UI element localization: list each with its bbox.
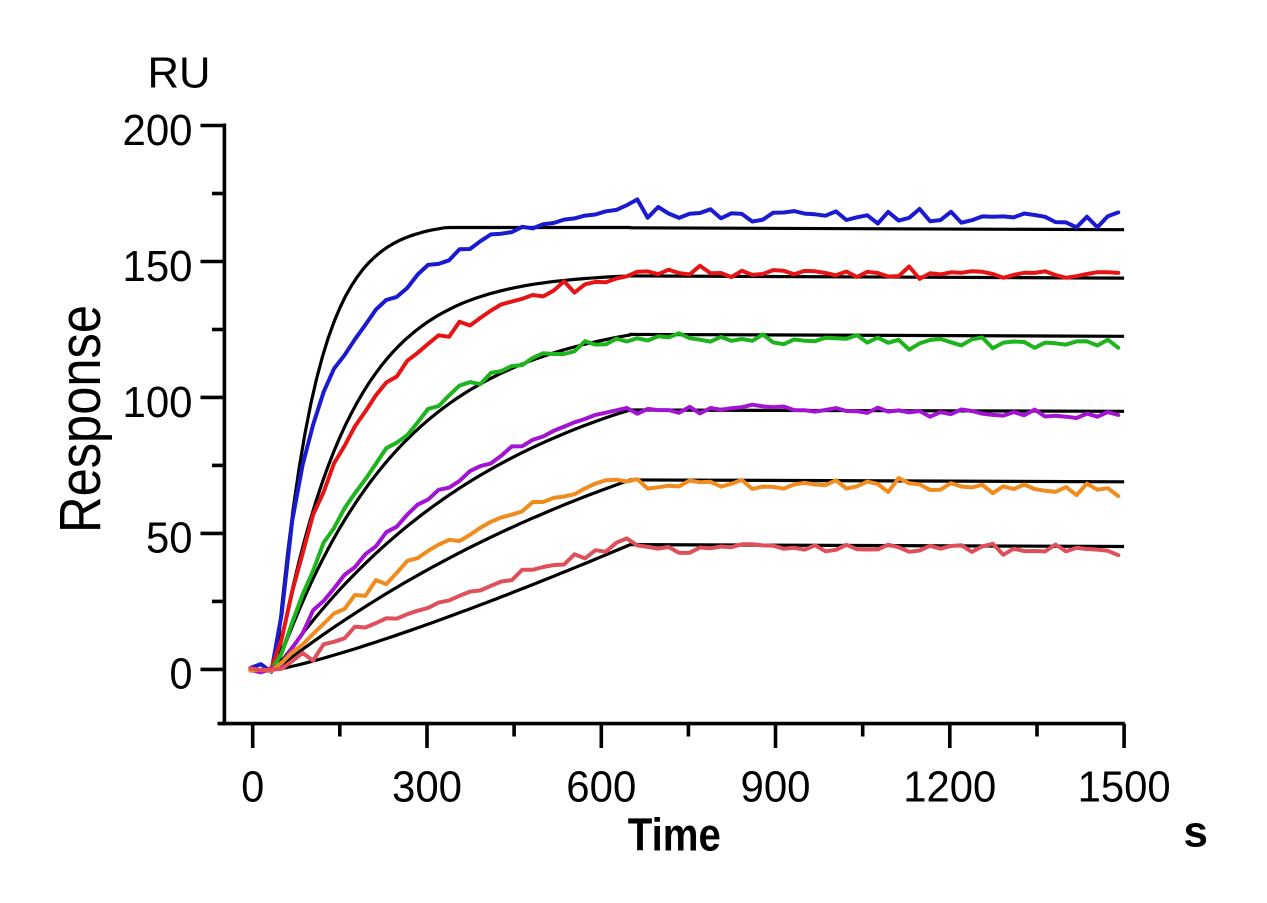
svg-text:Time: Time xyxy=(628,808,721,860)
svg-text:1200: 1200 xyxy=(903,762,996,811)
svg-text:0: 0 xyxy=(170,650,193,699)
svg-text:300: 300 xyxy=(392,762,462,811)
svg-text:0: 0 xyxy=(241,762,264,811)
svg-text:RU: RU xyxy=(148,49,211,98)
svg-text:Response: Response xyxy=(48,305,113,533)
svg-text:50: 50 xyxy=(146,514,193,563)
svg-text:200: 200 xyxy=(123,106,193,155)
svg-text:150: 150 xyxy=(123,242,193,291)
svg-text:1500: 1500 xyxy=(1078,762,1171,811)
svg-text:s: s xyxy=(1184,808,1208,857)
svg-text:600: 600 xyxy=(566,762,636,811)
svg-text:100: 100 xyxy=(123,378,193,427)
svg-text:900: 900 xyxy=(741,762,811,811)
